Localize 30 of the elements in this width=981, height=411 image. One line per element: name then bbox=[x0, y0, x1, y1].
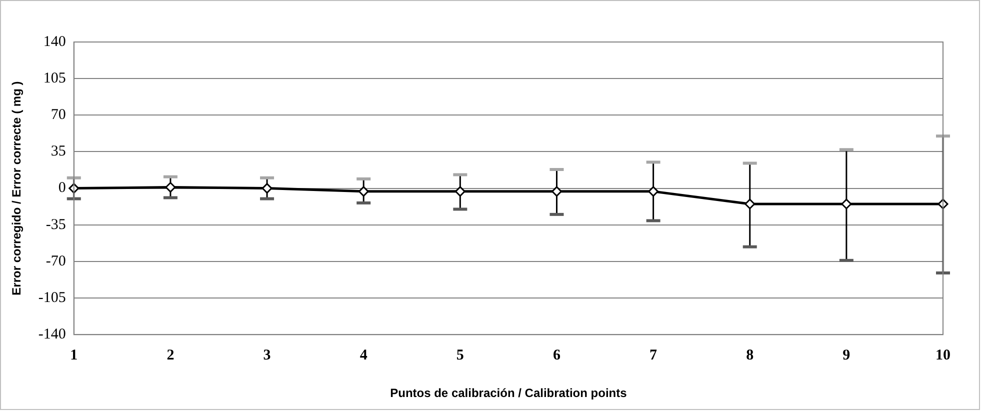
y-tick-label: 0 bbox=[58, 180, 66, 196]
point bbox=[648, 186, 659, 197]
point bbox=[262, 183, 272, 194]
point bbox=[938, 198, 948, 210]
x-tick-label: 6 bbox=[552, 347, 561, 364]
y-tick-label: 140 bbox=[43, 34, 66, 50]
y-tick-label: -140 bbox=[38, 326, 66, 343]
point bbox=[744, 198, 756, 210]
x-tick-label: 8 bbox=[746, 347, 754, 364]
point bbox=[454, 186, 466, 197]
x-tick-label: 4 bbox=[360, 347, 368, 364]
y-tick-label: 105 bbox=[43, 70, 66, 87]
point bbox=[551, 186, 562, 197]
x-tick-label: 10 bbox=[936, 347, 950, 364]
y-tick-label: -70 bbox=[46, 253, 66, 270]
x-tick-label: 1 bbox=[70, 347, 78, 364]
y-tick-label: -105 bbox=[38, 290, 66, 306]
point bbox=[841, 198, 852, 210]
x-tick-label: 9 bbox=[842, 347, 850, 364]
y-tick-label: -35 bbox=[46, 216, 66, 233]
y-axis-title: Error corregido / Error correcte ( mg ) bbox=[10, 81, 24, 296]
x-tick-label: 2 bbox=[166, 347, 174, 364]
x-tick-label: 7 bbox=[650, 347, 658, 364]
y-tick-label: 70 bbox=[50, 107, 66, 124]
y-tick-label: 35 bbox=[50, 144, 66, 160]
x-tick-label: 3 bbox=[263, 347, 271, 364]
x-axis-title: Puntos de calibración / Calibration points bbox=[390, 386, 628, 400]
point bbox=[165, 182, 176, 193]
x-tick-label: 5 bbox=[456, 347, 464, 364]
point bbox=[358, 186, 369, 197]
